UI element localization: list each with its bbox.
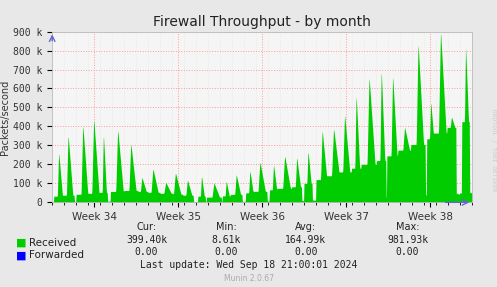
Text: Min:: Min: [216,222,237,232]
Text: Avg:: Avg: [295,222,316,232]
Text: 981.93k: 981.93k [387,234,428,245]
Text: RRDTOOL / TOBI OETIKER: RRDTOOL / TOBI OETIKER [491,109,496,191]
Text: 0.00: 0.00 [214,247,238,257]
Text: Cur:: Cur: [137,222,157,232]
Text: ■: ■ [16,238,26,247]
Text: 164.99k: 164.99k [285,234,326,245]
Y-axis label: Packets/second: Packets/second [0,79,10,155]
Text: ■: ■ [16,251,26,260]
Text: 0.00: 0.00 [294,247,318,257]
Text: Forwarded: Forwarded [29,251,84,260]
Text: Received: Received [29,238,76,247]
Text: Munin 2.0.67: Munin 2.0.67 [224,274,273,283]
Title: Firewall Throughput - by month: Firewall Throughput - by month [153,15,371,29]
Text: Max:: Max: [396,222,419,232]
Text: 8.61k: 8.61k [211,234,241,245]
Text: Last update: Wed Sep 18 21:00:01 2024: Last update: Wed Sep 18 21:00:01 2024 [140,260,357,270]
Text: 399.40k: 399.40k [126,234,167,245]
Text: 0.00: 0.00 [135,247,159,257]
Text: 0.00: 0.00 [396,247,419,257]
